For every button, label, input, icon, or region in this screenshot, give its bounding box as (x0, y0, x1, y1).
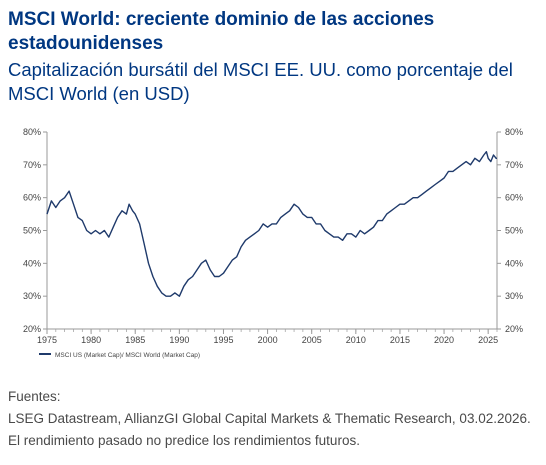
y-tick-label-right: 70% (505, 160, 523, 170)
x-tick-label: 2020 (434, 335, 454, 345)
y-tick-label-left: 80% (23, 127, 41, 137)
y-tick-label-right: 80% (505, 127, 523, 137)
x-tick-label: 2015 (390, 335, 410, 345)
chart-subtitle: Capitalización bursátil del MSCI EE. UU.… (8, 59, 513, 104)
y-tick-label-right: 40% (505, 258, 523, 268)
y-tick-label-right: 30% (505, 291, 523, 301)
series-line (46, 151, 497, 297)
y-tick-label-right: 50% (505, 226, 523, 236)
x-tick-label: 1980 (81, 335, 101, 345)
y-tick-label-left: 30% (23, 291, 41, 301)
line-chart: 20% 30% 40% 50% 60% 70% 80% 20% 30% 40% 50% 60% 70% 8… (23, 127, 523, 359)
x-tick-label: 1995 (213, 335, 233, 345)
sources-note: Fuentes: LSEG Datastream, AllianzGI Glob… (8, 386, 540, 452)
y-tick-label-left: 40% (23, 258, 41, 268)
y-tick-label-left: 20% (23, 324, 41, 334)
x-tick-label: 1985 (125, 335, 145, 345)
x-tick-label: 2000 (258, 335, 278, 345)
chart-area: 20% 30% 40% 50% 60% 70% 80% 20% 30% 40% 50% 60% 70% 8… (0, 118, 546, 368)
x-tick-label: 1975 (37, 335, 57, 345)
y-tick-label-left: 50% (23, 226, 41, 236)
x-tick-label: 2025 (478, 335, 498, 345)
y-tick-label-right: 60% (505, 193, 523, 203)
sources-text: LSEG Datastream, AllianzGI Global Capita… (8, 411, 531, 448)
legend-label: MSCI US (Market Cap)/ MSCI World (Market… (55, 352, 200, 359)
y-tick-label-right: 20% (505, 324, 523, 334)
y-tick-label-left: 70% (23, 160, 41, 170)
x-tick-label: 1990 (169, 335, 189, 345)
x-tick-label: 2010 (346, 335, 366, 345)
y-tick-label-left: 60% (23, 193, 41, 203)
sources-label: Fuentes: (8, 389, 61, 404)
chart-title: MSCI World: creciente dominio de las acc… (8, 9, 435, 54)
x-tick-label: 2005 (302, 335, 322, 345)
